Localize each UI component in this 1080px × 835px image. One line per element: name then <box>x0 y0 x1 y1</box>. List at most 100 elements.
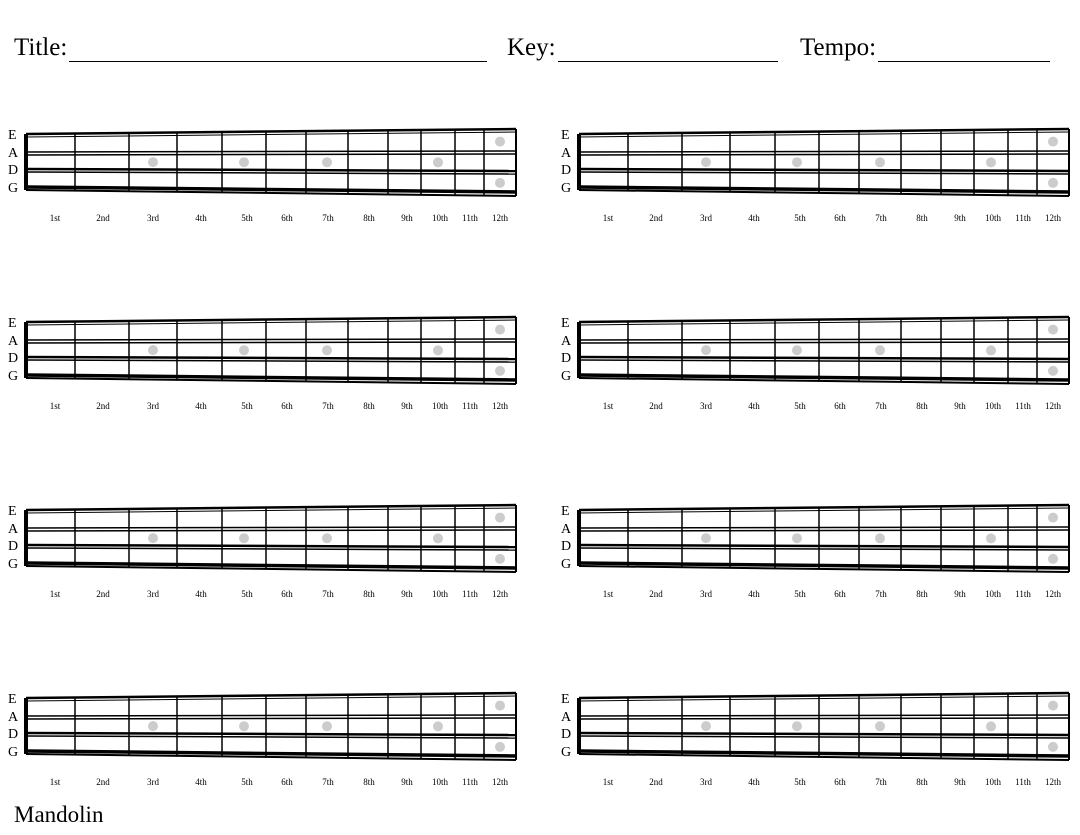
inlay-dot <box>495 324 505 335</box>
fret-number-label: 5th <box>241 589 253 599</box>
string-d <box>578 355 1070 361</box>
string-label: E <box>8 692 17 707</box>
inlay-dot <box>1048 553 1058 564</box>
inlay-dot <box>433 721 443 732</box>
string-label: G <box>8 557 18 572</box>
string-label: A <box>8 522 19 537</box>
inlay-dot <box>433 345 443 356</box>
title-field[interactable]: Title: <box>14 34 488 62</box>
fret-number-label: 6th <box>834 213 846 223</box>
string-g <box>25 753 517 761</box>
fret-number-label: 1st <box>603 589 614 599</box>
fret-number-label: 12th <box>1045 213 1062 223</box>
inlay-dot <box>239 721 249 732</box>
fret-number-label: 6th <box>834 401 846 411</box>
inlay-dot <box>875 721 885 732</box>
fret-number-label: 8th <box>363 777 375 787</box>
string-a <box>578 341 1070 344</box>
fret-number-label: 12th <box>492 589 509 599</box>
string-label: G <box>561 369 571 384</box>
key-blank-line[interactable] <box>557 35 778 62</box>
inlay-dot <box>239 345 249 356</box>
string-label: E <box>561 692 570 707</box>
fret-number-label: 7th <box>875 777 887 787</box>
fret-number-label: 2nd <box>649 401 663 411</box>
fret-number-label: 3rd <box>147 213 159 223</box>
inlay-dot <box>495 741 505 752</box>
string-label: D <box>561 163 571 178</box>
string-g <box>25 189 517 197</box>
fret-number-label: 8th <box>363 213 375 223</box>
fret-number-label: 4th <box>195 777 207 787</box>
fret-number-label: 5th <box>794 401 806 411</box>
string-g <box>25 377 517 385</box>
string-g <box>578 373 1070 382</box>
fret-number-label: 8th <box>916 401 928 411</box>
string-label: A <box>561 710 572 725</box>
string-d <box>25 735 517 739</box>
string-label: G <box>8 745 18 760</box>
inlay-dot <box>986 721 996 732</box>
fret-number-label: 2nd <box>649 589 663 599</box>
inlay-dot <box>148 157 158 168</box>
fret-number-label: 3rd <box>147 401 159 411</box>
string-d <box>578 167 1070 173</box>
fret-number-label: 9th <box>401 401 413 411</box>
fret-number-label: 9th <box>401 777 413 787</box>
fret-number-label: 5th <box>241 401 253 411</box>
tempo-field[interactable]: Tempo: <box>800 34 1051 62</box>
fret-number-label: 4th <box>195 213 207 223</box>
string-a <box>578 526 1070 529</box>
fret-number-label: 2nd <box>649 213 663 223</box>
fret-number-label: 9th <box>401 213 413 223</box>
string-d <box>578 543 1070 549</box>
string-g <box>25 561 517 570</box>
string-a <box>578 529 1070 532</box>
string-label: D <box>561 539 571 554</box>
string-label: E <box>8 316 17 331</box>
fret-number-label: 10th <box>432 213 449 223</box>
string-e <box>25 695 517 702</box>
fret-number-label: 10th <box>432 589 449 599</box>
string-e <box>25 691 517 700</box>
fret-number-label: 5th <box>794 777 806 787</box>
inlay-dot <box>1048 136 1058 147</box>
string-g <box>25 185 517 194</box>
fret-number-label: 5th <box>241 777 253 787</box>
string-d <box>578 171 1070 175</box>
inlay-dot <box>322 721 332 732</box>
string-e <box>25 503 517 512</box>
string-label: G <box>8 369 18 384</box>
string-label: D <box>8 351 18 366</box>
inlay-dot <box>433 157 443 168</box>
fret-number-label: 4th <box>748 213 760 223</box>
inlay-dot <box>875 533 885 544</box>
title-blank-line[interactable] <box>69 35 488 62</box>
string-label: A <box>561 334 572 349</box>
inlay-dot <box>148 533 158 544</box>
fret-number-label: 9th <box>954 213 966 223</box>
inlay-dot <box>495 512 505 523</box>
tempo-blank-line[interactable] <box>878 35 1051 62</box>
string-d <box>578 547 1070 551</box>
fret-number-label: 8th <box>363 401 375 411</box>
fret-number-label: 10th <box>985 401 1002 411</box>
fret-number-label: 4th <box>195 589 207 599</box>
fret-number-label: 4th <box>748 777 760 787</box>
fret-number-label: 1st <box>50 589 61 599</box>
title-label: Title: <box>14 34 68 61</box>
string-label: G <box>561 181 571 196</box>
inlay-dot <box>792 345 802 356</box>
key-field[interactable]: Key: <box>507 34 778 62</box>
inlay-dot <box>986 157 996 168</box>
fret-number-label: 11th <box>462 213 478 223</box>
string-a <box>578 714 1070 717</box>
fret-number-label: 6th <box>834 589 846 599</box>
inlay-dot <box>792 533 802 544</box>
string-g <box>578 189 1070 197</box>
